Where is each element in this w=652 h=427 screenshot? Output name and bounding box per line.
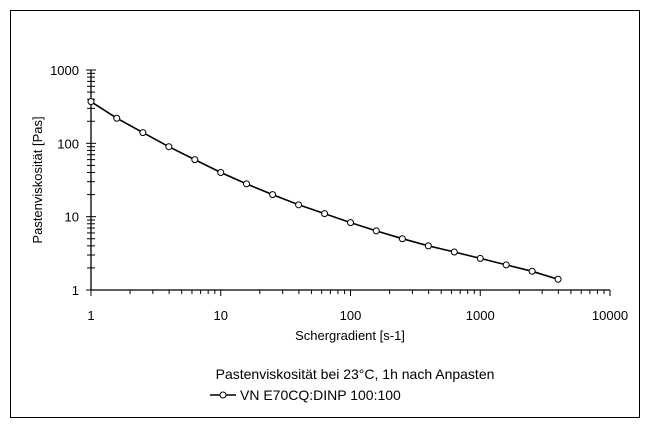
data-point (529, 268, 535, 274)
series-line (91, 102, 558, 280)
data-point (555, 276, 561, 282)
x-tick-label: 10 (214, 308, 228, 323)
data-point (296, 202, 302, 208)
data-point (348, 220, 354, 226)
y-axis-title: Pastenviskosität [Pas] (30, 116, 45, 243)
legend: VN E70CQ:DINP 100:100 (210, 387, 401, 403)
data-point (399, 236, 405, 242)
data-point (270, 192, 276, 198)
y-tick-label: 1 (72, 283, 79, 298)
data-point (244, 181, 250, 187)
legend-marker (220, 392, 226, 398)
data-point (425, 243, 431, 249)
x-tick-label: 1 (87, 308, 94, 323)
data-point (218, 170, 224, 176)
x-axis-title: Schergradient [s-1] (295, 328, 405, 343)
data-point (451, 249, 457, 255)
data-point (322, 211, 328, 217)
legend-label: VN E70CQ:DINP 100:100 (240, 387, 401, 403)
x-tick-label: 100 (340, 308, 362, 323)
y-tick-label: 1000 (50, 63, 79, 78)
data-point (373, 228, 379, 234)
x-tick-label: 10000 (592, 308, 628, 323)
y-tick-label: 100 (57, 136, 79, 151)
data-point (140, 130, 146, 136)
data-point (114, 115, 120, 121)
series-layer (88, 99, 561, 283)
data-point (88, 99, 94, 105)
data-point (192, 157, 198, 163)
chart-caption-title: Pastenviskosität bei 23°C, 1h nach Anpas… (216, 366, 495, 382)
data-point (503, 262, 509, 268)
data-point (166, 144, 172, 150)
x-tick-label: 1000 (466, 308, 495, 323)
data-point (477, 255, 483, 261)
y-tick-label: 10 (65, 210, 79, 225)
axes: 1 10 100 1000 10000 1 10 100 1000 (50, 63, 628, 323)
